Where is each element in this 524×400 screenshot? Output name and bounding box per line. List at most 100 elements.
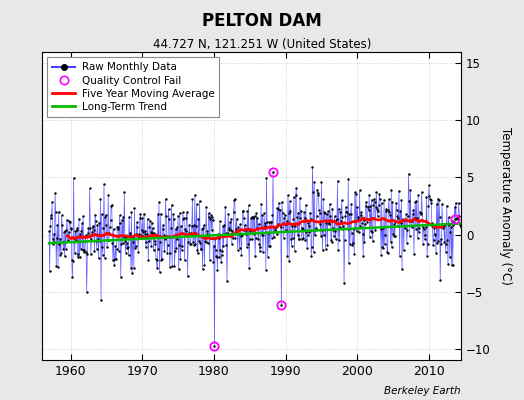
Point <box>372 204 380 211</box>
Point <box>146 218 154 224</box>
Y-axis label: Temperature Anomaly (°C): Temperature Anomaly (°C) <box>499 127 512 285</box>
Point <box>359 217 368 224</box>
Point <box>452 216 461 222</box>
Point <box>52 263 60 270</box>
Point <box>303 244 311 251</box>
Point <box>303 232 312 238</box>
Point <box>428 220 436 226</box>
Point <box>357 209 366 216</box>
Point <box>370 198 379 205</box>
Point <box>358 231 367 237</box>
Point <box>248 215 257 221</box>
Point <box>371 227 379 233</box>
Point <box>198 226 206 232</box>
Point <box>275 200 283 206</box>
Point <box>230 197 238 203</box>
Point <box>73 254 82 260</box>
Point <box>179 216 188 222</box>
Point <box>167 201 176 208</box>
Point <box>249 214 257 220</box>
Point <box>69 258 77 264</box>
Point <box>246 236 254 243</box>
Point <box>260 223 269 230</box>
Point <box>162 212 170 219</box>
Point <box>205 214 213 220</box>
Point <box>235 231 243 237</box>
Point <box>126 233 134 239</box>
Point <box>158 226 167 232</box>
Point <box>225 227 233 234</box>
Point <box>333 178 342 184</box>
Point <box>392 206 401 213</box>
Point <box>325 200 334 207</box>
Point <box>393 212 401 219</box>
Point <box>182 215 191 221</box>
Point <box>139 233 147 240</box>
Point <box>281 227 290 233</box>
Point <box>135 234 144 240</box>
Point <box>62 246 70 253</box>
Point <box>380 241 389 247</box>
Point <box>188 196 196 202</box>
Point <box>129 265 138 271</box>
Point <box>159 222 167 228</box>
Point <box>152 256 160 262</box>
Point <box>109 257 117 264</box>
Point <box>319 196 328 202</box>
Point <box>354 214 362 221</box>
Point <box>90 248 99 254</box>
Point <box>388 199 397 205</box>
Point <box>410 214 419 221</box>
Point <box>387 239 395 245</box>
Point <box>185 222 193 228</box>
Point <box>129 234 137 240</box>
Point <box>435 197 443 203</box>
Point <box>389 230 397 237</box>
Point <box>122 233 130 240</box>
Point <box>84 225 93 231</box>
Point <box>342 204 350 210</box>
Point <box>138 215 146 222</box>
Point <box>271 226 280 233</box>
Point <box>81 238 89 245</box>
Point <box>73 225 81 231</box>
Point <box>150 230 158 236</box>
Point <box>281 212 289 218</box>
Point <box>387 186 396 193</box>
Point <box>253 215 261 221</box>
Point <box>312 225 320 232</box>
Point <box>60 253 69 259</box>
Point <box>107 202 116 208</box>
Point <box>213 266 222 273</box>
Point <box>268 234 276 241</box>
Point <box>383 249 391 255</box>
Point <box>422 194 431 200</box>
Point <box>126 230 135 236</box>
Point <box>176 256 184 262</box>
Point <box>395 187 403 194</box>
Point <box>410 250 418 257</box>
Point <box>116 274 125 280</box>
Point <box>288 223 296 230</box>
Point <box>227 216 235 222</box>
Point <box>201 238 209 244</box>
Legend: Raw Monthly Data, Quality Control Fail, Five Year Moving Average, Long-Term Tren: Raw Monthly Data, Quality Control Fail, … <box>47 57 220 117</box>
Point <box>121 238 129 244</box>
Point <box>242 226 250 233</box>
Point <box>204 210 213 216</box>
Point <box>56 252 64 258</box>
Point <box>231 234 239 241</box>
Point <box>210 343 219 350</box>
Point <box>310 179 319 185</box>
Point <box>432 250 440 256</box>
Point <box>305 229 314 236</box>
Point <box>396 253 404 260</box>
Point <box>184 238 192 245</box>
Point <box>219 223 227 230</box>
Point <box>277 302 286 308</box>
Point <box>419 224 428 230</box>
Point <box>415 225 423 231</box>
Point <box>359 252 367 259</box>
Point <box>222 242 231 248</box>
Point <box>167 225 175 232</box>
